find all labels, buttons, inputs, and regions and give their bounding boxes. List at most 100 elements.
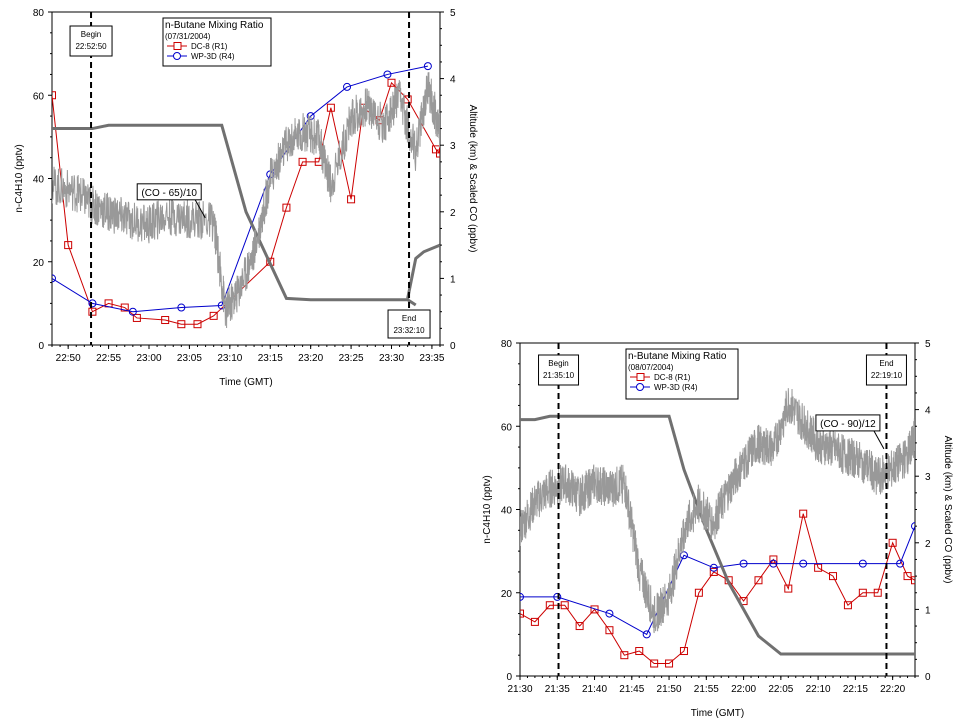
begin-box <box>69 25 113 57</box>
x-tick-label: 23:00 <box>136 353 161 364</box>
y-left-axis-label: n-C4H10 (pptv) <box>482 475 493 543</box>
dc8-marker <box>679 647 688 656</box>
dc8-marker <box>754 576 763 585</box>
wp3d-marker <box>520 592 524 601</box>
dc8-marker <box>560 601 569 610</box>
legend-circle-marker <box>636 383 644 391</box>
dc8-marker <box>829 572 838 581</box>
end-label: End <box>879 359 893 368</box>
dc8-marker <box>911 576 915 585</box>
wp3d-marker <box>343 82 352 91</box>
y-left-tick-label: 40 <box>33 175 45 186</box>
x-tick-label: 21:45 <box>619 684 644 695</box>
x-tick-label: 22:50 <box>56 353 81 364</box>
legend-circle-marker <box>173 52 181 60</box>
dc8-marker <box>132 313 141 322</box>
dc8-marker <box>799 509 808 518</box>
legend-title: n-Butane Mixing Ratio <box>628 351 727 362</box>
y-right-tick-label: 3 <box>925 472 931 483</box>
y-left-tick-label: 20 <box>33 258 45 269</box>
series-altitude-line <box>406 243 440 299</box>
dc8-marker <box>520 609 524 618</box>
y-right-tick-label: 0 <box>450 341 456 352</box>
wp3d-marker <box>911 522 915 531</box>
legend-square-marker <box>636 373 645 381</box>
series-dc8-line <box>52 81 440 325</box>
dc8-marker <box>843 601 852 610</box>
x-axis-label: Time (GMT) <box>219 377 273 388</box>
series-co-line <box>52 72 440 329</box>
dc8-marker <box>635 647 644 656</box>
dc8-marker <box>161 316 170 325</box>
y-right-tick-label: 0 <box>925 672 931 683</box>
y-right-tick-label: 4 <box>925 406 931 417</box>
series-altitude-line <box>52 123 417 307</box>
co-annotation-text: (CO - 90)/12 <box>820 419 876 430</box>
y-left-tick-label: 20 <box>501 589 513 600</box>
legend-entry: WP-3D (R4) <box>654 383 698 392</box>
dc8-marker <box>530 617 539 626</box>
dc8-marker <box>209 311 218 320</box>
dc8-marker <box>709 567 718 576</box>
x-tick-label: 22:55 <box>96 353 121 364</box>
dc8-marker <box>298 157 307 166</box>
y-left-axis-label: n-C4H10 (pptv) <box>14 144 25 212</box>
dc8-marker <box>436 149 440 158</box>
begin-box <box>538 354 580 386</box>
dc8-marker <box>177 320 186 329</box>
wp3d-marker <box>52 274 56 283</box>
x-tick-label: 23:05 <box>177 353 202 364</box>
x-tick-label: 23:35 <box>419 353 444 364</box>
wp3d-marker <box>769 559 778 568</box>
dc8-marker <box>903 572 912 581</box>
dc8-marker <box>694 588 703 597</box>
chart-1: 0 20 40 60 80 0 1 2 3 4 5 22:50 22:55 23:00 23:05 23:10… <box>14 8 478 388</box>
x-tick-label: 21:35 <box>545 684 570 695</box>
y-left-tick-label: 60 <box>33 91 45 102</box>
x-tick-label: 21:55 <box>694 684 719 695</box>
dc8-marker <box>769 555 778 564</box>
wp3d-marker <box>642 630 651 639</box>
y-right-tick-label: 3 <box>450 141 456 152</box>
dc8-marker <box>545 601 554 610</box>
dc8-marker <box>120 303 129 312</box>
legend-title: n-Butane Mixing Ratio <box>165 20 264 31</box>
x-tick-label: 23:15 <box>258 353 283 364</box>
legend-square-marker <box>173 42 182 50</box>
end-box <box>865 354 907 386</box>
x-tick-label: 22:20 <box>880 684 905 695</box>
dc8-marker <box>282 203 291 212</box>
begin-time: 21:35:10 <box>543 371 575 380</box>
series-co-line <box>520 388 915 634</box>
begin-time: 22:52:50 <box>75 42 107 51</box>
y-right-tick-label: 5 <box>450 8 456 19</box>
series-wp3d-line <box>520 525 915 636</box>
legend-entry: DC-8 (R1) <box>191 42 228 51</box>
wp3d-marker <box>88 299 97 308</box>
legend-date: (07/31/2004) <box>165 32 211 41</box>
x-tick-label: 22:00 <box>731 684 756 695</box>
end-time: 23:32:10 <box>393 326 425 335</box>
series-dc8-line <box>520 513 915 665</box>
wp3d-marker <box>128 307 137 316</box>
legend-date: (08/07/2004) <box>628 363 674 372</box>
plot-area <box>520 388 915 668</box>
co-annotation-box <box>136 183 202 201</box>
wp3d-marker <box>383 70 392 79</box>
plot-area <box>52 62 440 329</box>
dc8-marker <box>814 563 823 572</box>
end-label: End <box>402 314 416 323</box>
wp3d-marker <box>553 592 562 601</box>
end-box <box>387 309 431 339</box>
y-right-tick-label: 2 <box>450 208 456 219</box>
wp3d-marker <box>709 563 718 572</box>
dc8-marker <box>605 626 614 635</box>
series-altitude-line <box>520 414 915 656</box>
dc8-marker <box>347 195 356 204</box>
dc8-marker <box>575 622 584 631</box>
x-tick-label: 22:15 <box>843 684 868 695</box>
dc8-marker <box>64 241 73 250</box>
dc8-marker <box>620 651 629 660</box>
y-right-tick-label: 4 <box>450 75 456 86</box>
legend-entry: WP-3D (R4) <box>191 52 235 61</box>
